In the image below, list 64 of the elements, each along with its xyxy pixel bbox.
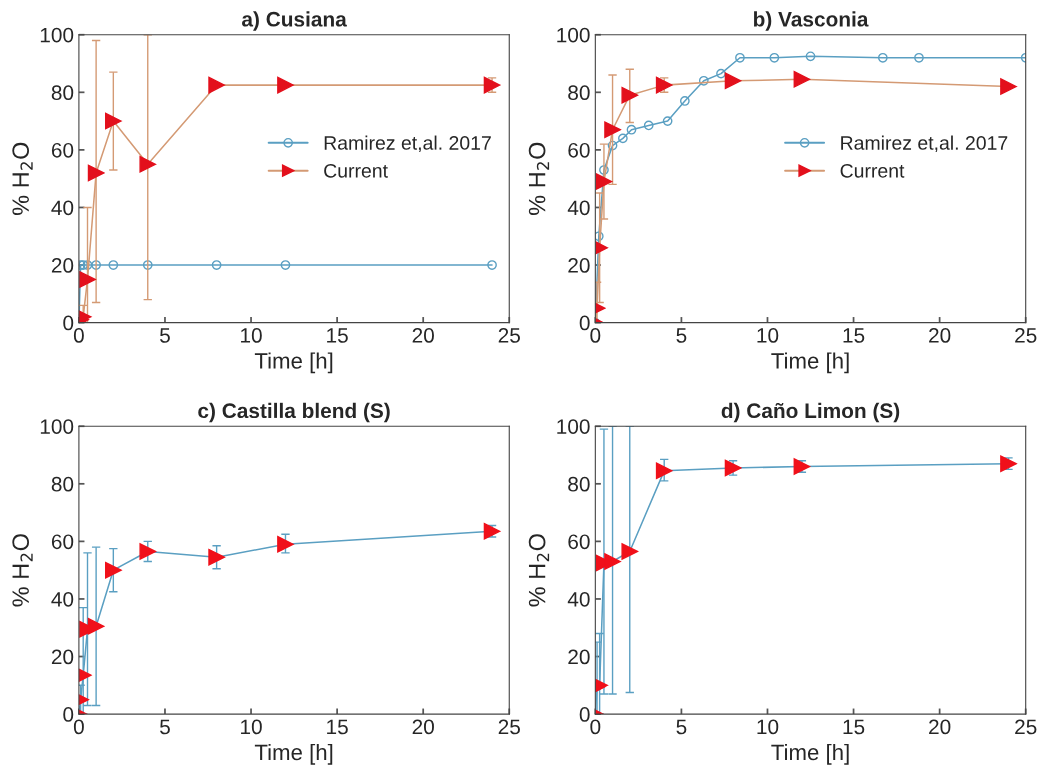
x-tick-label: 5 <box>676 328 687 343</box>
y-tick-label: 60 <box>51 142 74 158</box>
y-tick-label: 100 <box>557 419 590 434</box>
y-tick-label: 80 <box>51 476 74 492</box>
chart-title: b) Vasconia <box>754 11 869 31</box>
y-tick-label: 40 <box>51 591 74 607</box>
x-axis-title: Time [h] <box>254 352 333 374</box>
y-axis-title: % H$_{2}$O <box>12 142 33 216</box>
chart-title: d) Caño Limon (S) <box>721 402 900 423</box>
y-tick-label: 40 <box>567 591 590 607</box>
chart-title: a) Cusiana <box>242 11 347 31</box>
y-tick-label: 20 <box>51 258 74 273</box>
x-tick-label: 5 <box>160 328 170 343</box>
x-tick-label: 10 <box>757 719 779 735</box>
y-axis-title: % H$_{2}$O <box>12 534 33 607</box>
x-tick-label: 20 <box>412 328 434 343</box>
y-axis-title: % H$_{2}$O <box>528 534 550 607</box>
x-tick-label: 5 <box>160 719 170 735</box>
y-tick-label: 20 <box>568 258 590 273</box>
x-tick-label: 10 <box>757 328 779 343</box>
x-tick-label: 25 <box>1015 719 1037 735</box>
y-tick-label: 80 <box>568 85 590 101</box>
x-axis-title: Time [h] <box>771 743 849 765</box>
legend-label: Current <box>324 163 388 178</box>
y-tick-label: 80 <box>51 85 74 101</box>
y-tick-label: 100 <box>557 27 590 43</box>
x-tick-label: 25 <box>498 719 520 735</box>
x-tick-label: 20 <box>929 328 951 343</box>
x-axis-title: Time [h] <box>254 743 333 765</box>
x-tick-label: 0 <box>73 719 84 735</box>
y-tick-label: 0 <box>579 315 590 331</box>
y-tick-label: 40 <box>51 200 74 216</box>
x-tick-label: 10 <box>241 328 262 343</box>
y-tick-label: 100 <box>40 419 74 434</box>
legend-label: Ramirez et,al. 2017 <box>324 135 491 153</box>
y-tick-label: 0 <box>63 707 74 722</box>
y-tick-label: 20 <box>51 649 74 665</box>
x-tick-label: 0 <box>590 719 601 735</box>
y-tick-label: 40 <box>567 200 590 216</box>
x-tick-label: 15 <box>327 328 348 343</box>
y-tick-label: 80 <box>568 476 590 492</box>
y-tick-label: 0 <box>63 315 74 331</box>
x-tick-label: 0 <box>590 328 601 343</box>
y-axis-title: % H$_{2}$O <box>528 142 550 216</box>
legend-label: Current <box>840 163 905 178</box>
y-tick-label: 60 <box>568 142 590 158</box>
x-tick-label: 25 <box>1015 328 1037 343</box>
x-tick-label: 25 <box>498 328 520 343</box>
chart-title: c) Castilla blend (S) <box>198 402 390 423</box>
x-tick-label: 15 <box>843 719 865 735</box>
x-tick-label: 15 <box>327 719 348 735</box>
x-axis-title: Time [h] <box>771 352 849 374</box>
x-tick-label: 5 <box>676 719 687 735</box>
x-tick-label: 0 <box>73 328 84 343</box>
x-tick-label: 20 <box>412 719 434 735</box>
y-tick-label: 0 <box>579 707 590 722</box>
y-tick-label: 100 <box>40 27 74 43</box>
x-tick-label: 20 <box>929 719 951 735</box>
y-tick-label: 20 <box>568 649 590 665</box>
x-tick-label: 15 <box>843 328 865 343</box>
y-tick-label: 60 <box>568 534 590 550</box>
legend-label: Ramirez et,al. 2017 <box>841 135 1008 153</box>
x-tick-label: 10 <box>241 719 262 735</box>
y-tick-label: 60 <box>51 534 74 550</box>
